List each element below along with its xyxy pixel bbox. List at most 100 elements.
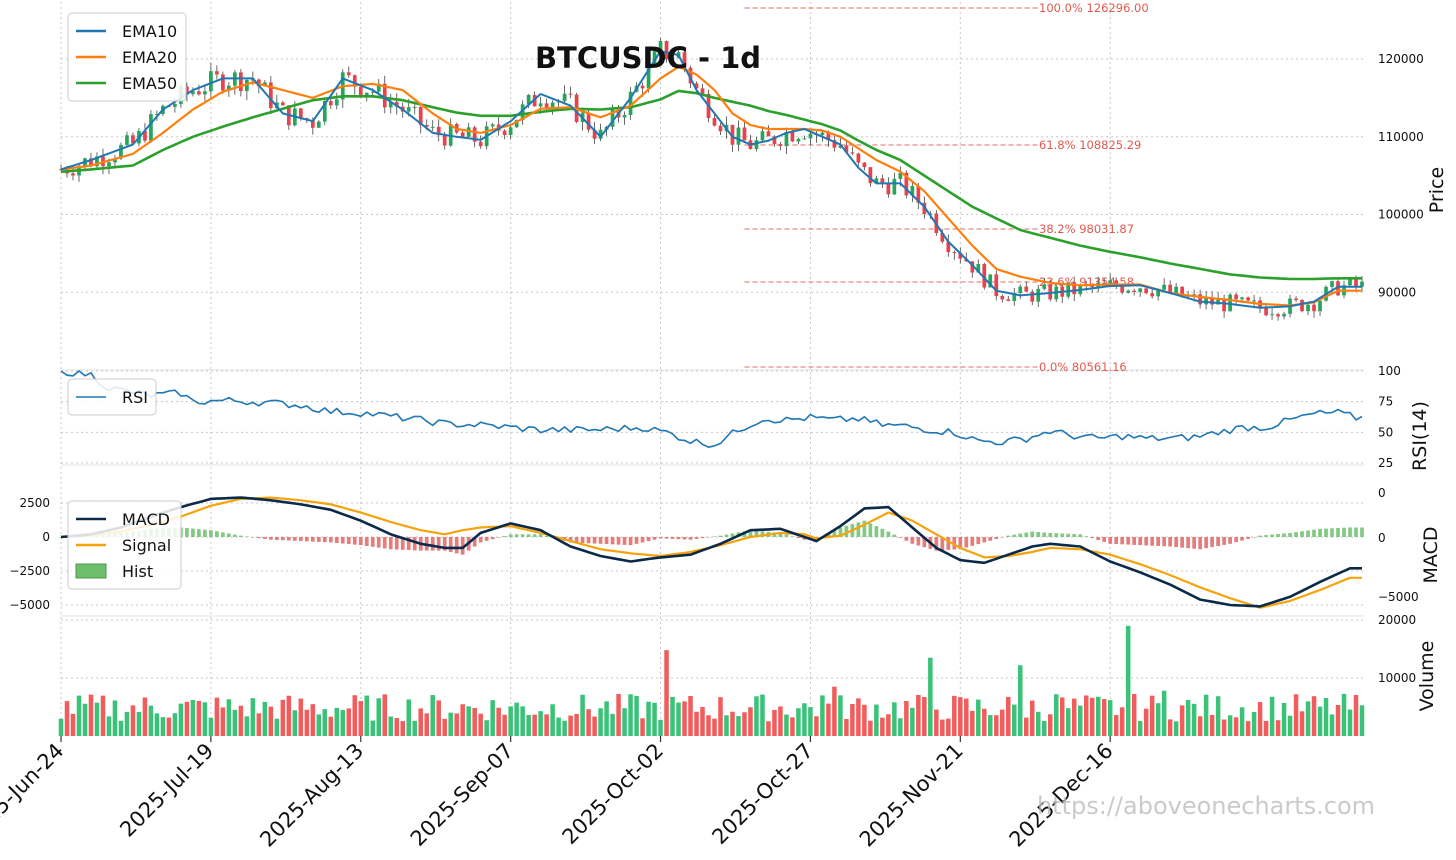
ema10-line [60,50,1362,309]
candle-body [221,74,225,91]
macd-hist-bar [880,528,885,537]
volume-bar [1059,697,1065,736]
volume-bar [1323,698,1329,736]
candle-body [1000,296,1005,300]
volume-bar [970,710,975,736]
macd-hist-bar [670,537,675,539]
candle-body [478,141,483,147]
macd-hist-bar [286,537,291,541]
macd-hist-bar [496,537,501,538]
volume-bar [1197,716,1203,736]
macd-hist-bar [730,533,735,537]
volume-bar [484,720,489,736]
macd-hist-bar [580,537,585,543]
volume-bar [586,709,591,736]
candle-body [646,63,651,89]
candle-body [526,94,531,105]
macd-hist-bar [856,522,861,537]
macd-hist-bar [904,537,909,541]
candle-body [358,86,363,97]
volume-bar [802,703,807,736]
candle-body [916,186,921,203]
volume-bar [400,721,405,736]
candle-body [820,132,825,136]
volume-bar [1089,697,1095,736]
candle-body [394,101,399,107]
macd-hist-bar [646,537,651,542]
volume-bar [1173,721,1179,736]
macd-hist-bar [1282,533,1286,537]
candle-body [328,101,333,106]
volume-bar [1335,704,1341,736]
volume-bar [1137,721,1143,736]
volume-bar [1311,696,1317,736]
candle-body [1042,284,1047,289]
volume-bar [886,714,891,736]
ema50-line [60,89,1362,281]
macd-hist-bar [598,537,603,544]
macd-hist-bar [1090,537,1095,539]
macd-hist-bar [1000,537,1005,538]
candle-body [1204,297,1208,305]
macd-hist-bar [796,537,801,539]
candle-body [239,72,243,92]
candle-body [1024,286,1029,292]
volume-bar [112,700,118,736]
macd-hist-bar [250,537,255,538]
macd-hist-bar [958,537,963,550]
price-legend-label: EMA10 [122,22,177,41]
candle-body [760,131,765,141]
macd-hist-bar [916,537,921,546]
candle-body [1150,293,1155,297]
fib-label: 0.0% 80561.16 [1039,360,1127,374]
candle-body [1018,286,1023,293]
candle-body [376,83,381,92]
candle-body [850,152,855,154]
macd-hist-bar [1312,529,1316,537]
candle-body [436,126,441,136]
volume-bar [934,709,939,736]
macd-hist-bar [760,531,765,537]
macd-hist-bar [262,537,267,539]
macd-hist-bar [1156,537,1161,546]
volume-bar [280,699,286,736]
candle-body [442,135,447,146]
volume-bar [286,695,292,736]
volume-bar [832,686,837,736]
volume-bar [1191,703,1197,736]
candle-body [730,124,735,145]
candle-body [1156,289,1161,297]
volume-bar [766,721,771,736]
candle-body [310,119,315,128]
volume-bar [262,701,268,736]
volume-bar [904,700,909,736]
candle-body [1174,286,1179,294]
macd-hist-bar [682,537,687,540]
volume-bar [1275,720,1281,736]
candle-body [95,156,99,167]
volume-bar [196,700,202,736]
candle-body [1030,291,1035,302]
macd-legend-label: Signal [122,536,171,555]
volume-bar [994,715,999,736]
candle-body [1180,286,1184,297]
candle-body [89,158,93,167]
macd-hist-bar [221,532,225,537]
volume-bar [1071,698,1077,736]
candle-body [538,103,543,107]
candle-body [1354,278,1358,287]
candle-body [1210,297,1214,305]
volume-tick-label: 10000 [1378,671,1416,685]
macd-hist-bar [718,535,723,537]
macd-hist-bar [1192,537,1196,549]
volume-bar [682,701,687,736]
candle-body [568,93,573,95]
macd-hist-bar [1348,527,1352,537]
rsi-line [60,370,1363,449]
macd-hist-bar [1270,534,1274,537]
candle-body [694,83,699,89]
macd-hist-bar [1108,537,1113,544]
macd-hist-bar [484,537,489,541]
candle-body [862,162,867,168]
candle-body [856,153,861,163]
